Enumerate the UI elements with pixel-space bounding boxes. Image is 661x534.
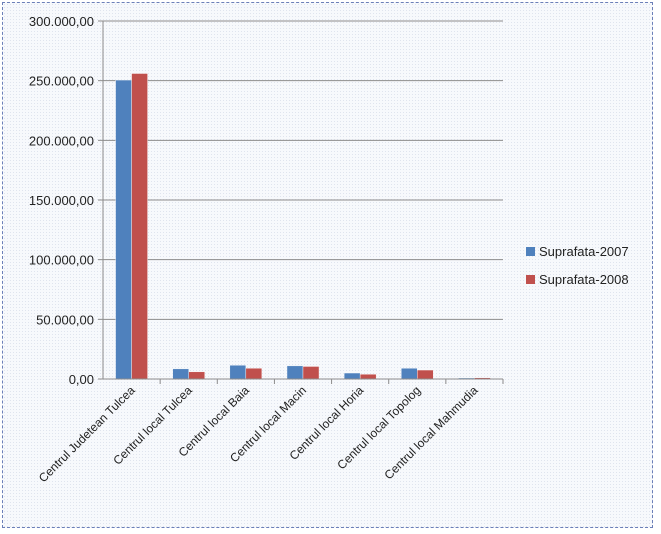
legend-swatch — [526, 275, 535, 284]
bar-series2 — [359, 374, 377, 380]
x-category-label: Centrul local Mahmudia — [382, 383, 481, 482]
chart-frame — [2, 2, 653, 528]
y-tick-label: 300.000,00 — [29, 14, 94, 29]
bar-series1 — [343, 372, 361, 380]
bar-series1 — [401, 368, 418, 380]
gridlines — [98, 20, 504, 384]
bar-series1 — [115, 79, 132, 380]
bar-series2 — [245, 368, 263, 380]
x-category-label: Centrul Judetean Tulcea — [36, 383, 138, 485]
bar-series1 — [229, 365, 247, 380]
axes — [102, 21, 503, 380]
y-tick-label: 200.000,00 — [29, 133, 94, 148]
legend: Suprafata-2007 Suprafata-2008 — [526, 244, 629, 287]
bar-series1 — [172, 368, 189, 380]
y-tick-label: 0,00 — [69, 372, 94, 387]
bar-series2 — [131, 73, 148, 380]
legend-label: Suprafata-2007 — [539, 244, 629, 259]
y-tick-label: 50.000,00 — [36, 312, 94, 327]
y-tick-label: 150.000,00 — [29, 193, 94, 208]
legend-label: Suprafata-2008 — [539, 272, 629, 287]
bar-series2 — [417, 369, 434, 380]
bars — [115, 73, 491, 380]
bar-series2 — [302, 366, 320, 380]
y-tick-label: 250.000,00 — [29, 74, 94, 89]
y-axis-tick-labels: 0,00 50.000,00 100.000,00 150.000,00 200.000… — [29, 14, 94, 387]
bar-series2 — [188, 371, 205, 380]
y-tick-label: 100.000,00 — [29, 253, 94, 268]
bar-series1 — [286, 365, 304, 380]
legend-swatch — [526, 247, 535, 256]
